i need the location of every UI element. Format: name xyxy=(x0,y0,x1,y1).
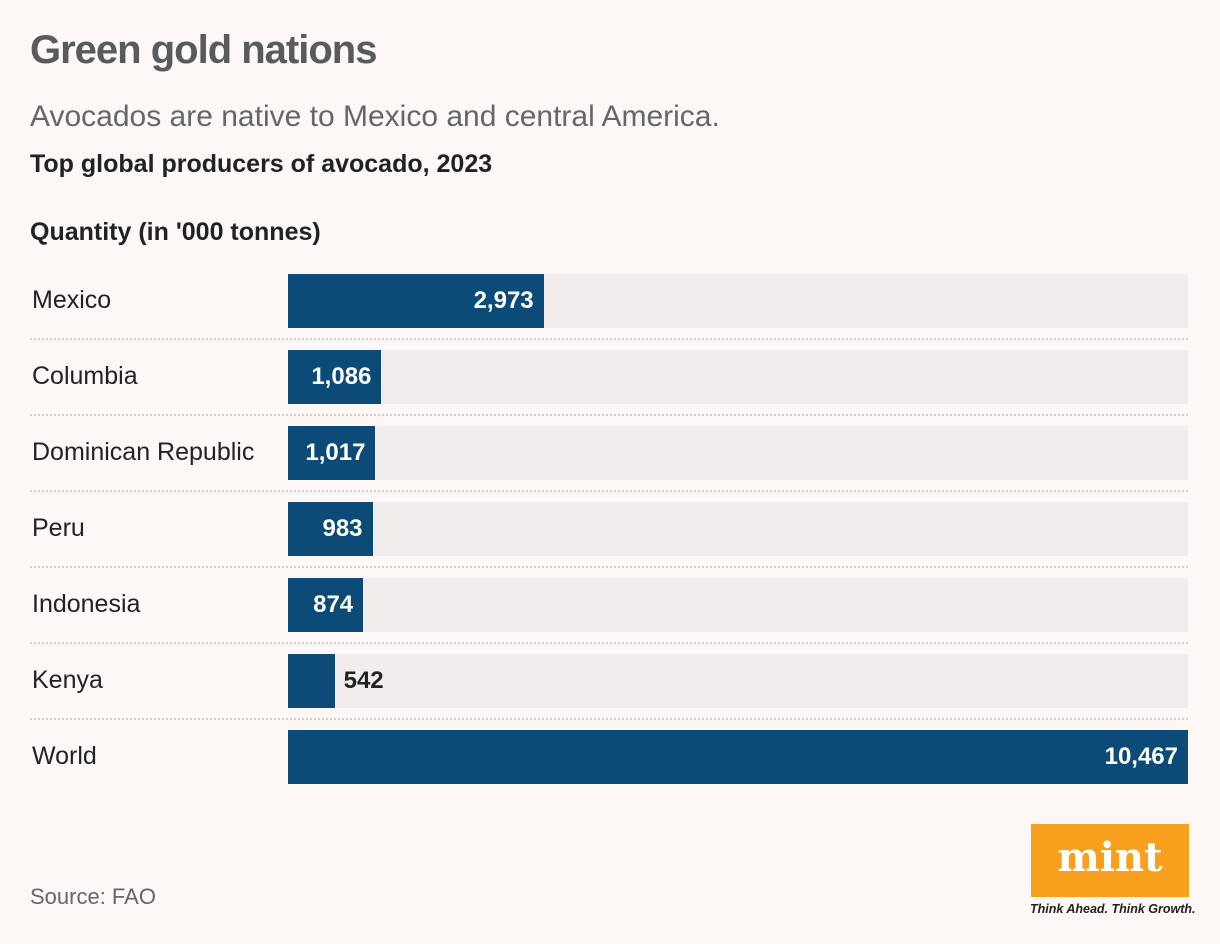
mint-logo: mint xyxy=(1031,824,1189,897)
category-label: Columbia xyxy=(32,362,138,390)
bar xyxy=(288,426,376,480)
bar-row: Indonesia 874 xyxy=(30,578,1188,644)
bar-track: 1,086 xyxy=(288,350,1188,404)
value-label: 10,467 xyxy=(1104,743,1178,770)
value-label: 2,973 xyxy=(473,287,534,314)
bar-row: Columbia 1,086 xyxy=(30,350,1188,416)
category-label: Indonesia xyxy=(32,590,141,618)
chart-subtitle: Avocados are native to Mexico and centra… xyxy=(30,100,720,133)
value-label: 1,017 xyxy=(305,439,366,466)
value-label: 1,086 xyxy=(311,363,372,390)
bar xyxy=(288,274,544,328)
bar-track: 983 xyxy=(288,502,1188,556)
bar-track: 2,973 xyxy=(288,274,1188,328)
logo-tagline: Think Ahead. Think Growth. xyxy=(1030,902,1196,916)
category-label: Dominican Republic xyxy=(32,438,255,466)
bar-track: 874 xyxy=(288,578,1188,632)
bar-row: Peru 983 xyxy=(30,502,1188,568)
source-note: Source: FAO xyxy=(30,884,156,909)
bar xyxy=(288,350,382,404)
bar xyxy=(288,502,373,556)
axis-label: Quantity (in '000 tonnes) xyxy=(30,218,321,246)
value-label: 874 xyxy=(313,591,354,618)
category-label: World xyxy=(32,742,97,770)
chart-title: Green gold nations xyxy=(30,28,377,72)
category-label: Kenya xyxy=(32,666,103,694)
bar xyxy=(288,578,364,632)
category-label: Peru xyxy=(32,514,85,542)
value-label: 983 xyxy=(322,515,363,542)
bar-row: World 10,467 xyxy=(30,730,1188,784)
bar-track: 10,467 xyxy=(288,730,1188,784)
bar-row: Kenya 542 xyxy=(30,654,1188,720)
value-label: 542 xyxy=(343,667,384,694)
category-label: Mexico xyxy=(32,286,112,314)
bar xyxy=(288,654,335,708)
chart-heading: Top global producers of avocado, 2023 xyxy=(30,150,493,178)
bar xyxy=(288,730,1188,784)
bar-row: Dominican Republic 1,017 xyxy=(30,426,1188,492)
bar-track: 1,017 xyxy=(288,426,1188,480)
logo-text: mint xyxy=(1057,834,1163,881)
bar-row: Mexico 2,973 xyxy=(30,274,1188,340)
bar-chart: Mexico 2,973 Columbia 1,086 Dominican Re… xyxy=(30,274,1188,806)
bar-track: 542 xyxy=(288,654,1188,708)
